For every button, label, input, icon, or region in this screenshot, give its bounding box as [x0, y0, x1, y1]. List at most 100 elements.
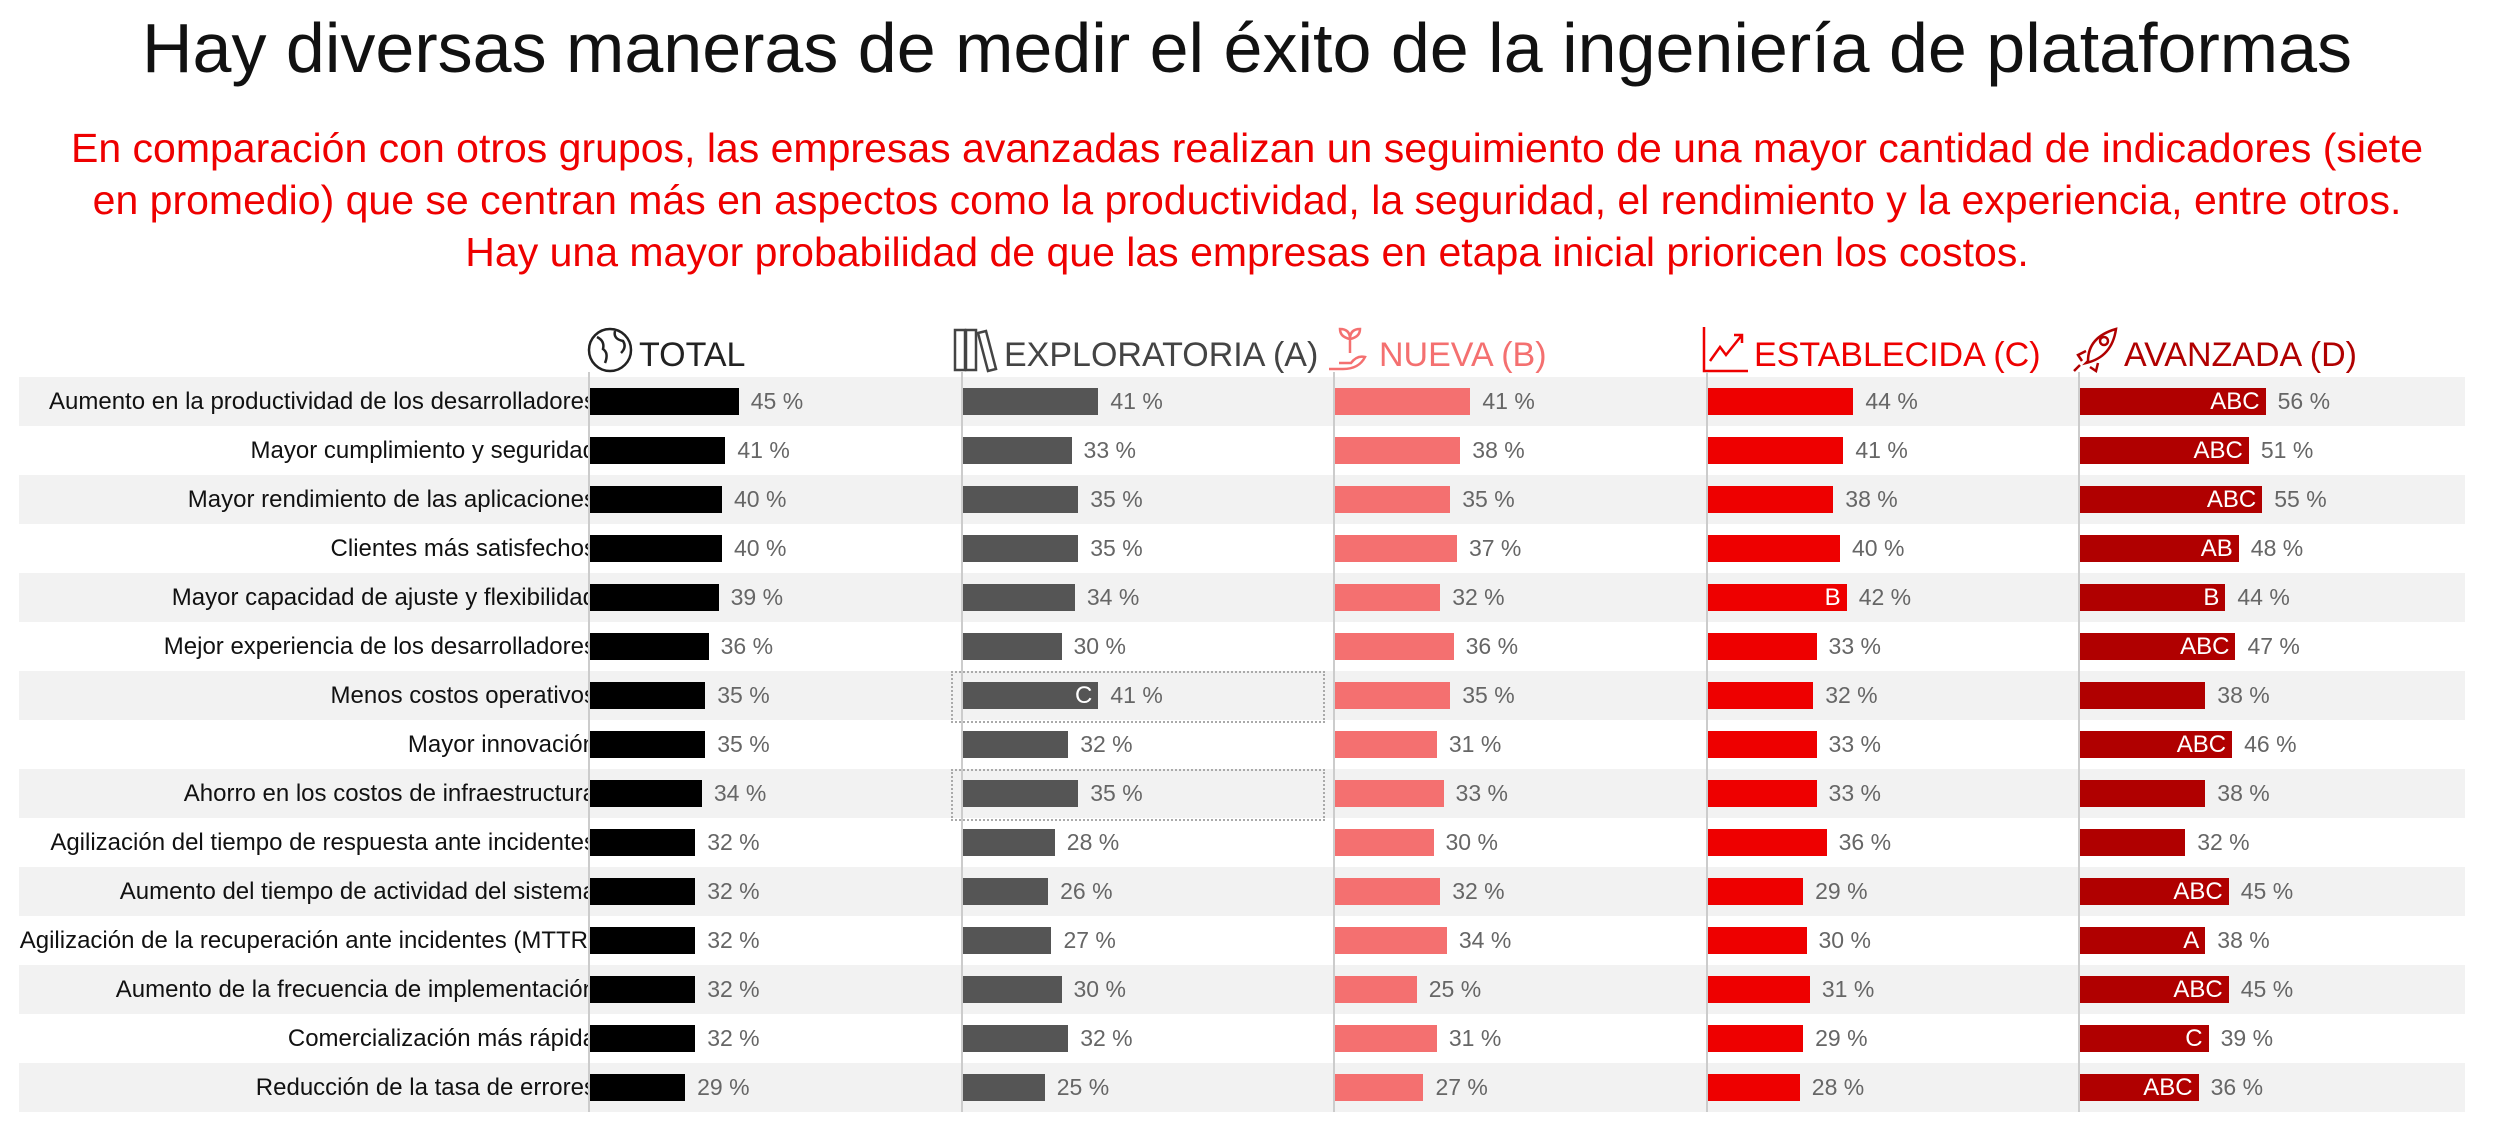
data-label: 32 % [707, 1025, 760, 1051]
column-header: TOTAL [585, 325, 745, 375]
bar [961, 486, 1079, 513]
data-label: 27 % [1063, 927, 1116, 953]
bar [961, 878, 1049, 905]
data-label: 29 % [1815, 1025, 1868, 1051]
bar [961, 780, 1079, 807]
column-header: AVANZADA (D) [2070, 325, 2357, 375]
category-label: Mayor innovación [407, 731, 596, 758]
data-label: 36 % [2210, 1074, 2264, 1100]
data-label: 35 % [1090, 486, 1143, 512]
column-header-label: TOTAL [639, 336, 746, 374]
category-label: Comercialización más rápida [287, 1025, 596, 1052]
bar [588, 780, 702, 807]
data-label: 35 % [1090, 535, 1143, 561]
chart-title: Hay diversas maneras de medir el éxito d… [141, 9, 2353, 87]
chart-rows: Aumento en la productividad de los desar… [19, 377, 2465, 1112]
data-label: 26 % [1060, 878, 1113, 904]
bar [588, 437, 726, 464]
bar [961, 437, 1072, 464]
table-row: Clientes más satisfechos 40 % 35 % 37 % 40 %… [19, 524, 2465, 573]
category-label: Agilización del tiempo de respuesta ante… [50, 829, 596, 856]
highlight-box [951, 671, 1325, 723]
data-label: 27 % [1435, 1074, 1488, 1100]
bar [1706, 976, 1810, 1003]
data-label: 41 % [737, 437, 790, 463]
bar [588, 1074, 686, 1101]
table-row: Agilización de la recuperación ante inci… [19, 916, 2465, 965]
column-axis-line [1333, 372, 1335, 1112]
data-label: 32 % [707, 878, 760, 904]
bar [1706, 388, 1854, 415]
category-label: Menos costos operativos [330, 682, 596, 709]
column-header-label: NUEVA (B) [1379, 336, 1547, 374]
data-label: 45 % [2240, 878, 2294, 904]
bar: ABC [2078, 878, 2229, 905]
category-label: Mayor capacidad de ajuste y flexibilidad [171, 584, 596, 611]
table-row: Mayor cumplimiento y seguridad 41 % 33 % 38… [19, 426, 2465, 475]
data-label: 33 % [1828, 633, 1881, 659]
globe-icon [587, 327, 633, 373]
data-label: 32 % [707, 976, 760, 1002]
bar [1706, 878, 1804, 905]
bar [961, 731, 1069, 758]
data-label: 31 % [1448, 731, 1502, 757]
category-label: Mayor rendimiento de las aplicaciones [187, 486, 596, 513]
data-label: 41 % [1482, 388, 1535, 414]
data-label: 45 % [2240, 976, 2294, 1002]
bar [1333, 976, 1417, 1003]
bar: B [1706, 584, 1847, 611]
data-label: 38 % [2217, 682, 2270, 708]
data-label: 39 % [2220, 1025, 2274, 1051]
bar [2078, 682, 2206, 709]
subtitle-line: En comparación con otros grupos, las emp… [70, 125, 2423, 171]
data-label: 48 % [2250, 535, 2304, 561]
table-row: Mayor rendimiento de las aplicaciones 40 … [19, 475, 2465, 524]
bar: C [2078, 1025, 2209, 1052]
data-label: 36 % [1838, 829, 1892, 855]
data-label: 35 % [717, 731, 770, 757]
data-label: 35 % [1090, 780, 1143, 806]
column-axis-line [1706, 372, 1708, 1112]
bar [1706, 731, 1817, 758]
data-label: 35 % [1462, 486, 1515, 512]
bar [1333, 1074, 1424, 1101]
table-row: Reducción de la tasa de errores 29 % 25 % 2… [19, 1063, 2465, 1112]
bar [588, 1025, 696, 1052]
bar [1333, 829, 1434, 856]
column-header-label: EXPLORATORIA (A) [1004, 336, 1319, 374]
table-row: Aumento del tiempo de actividad del sist… [19, 867, 2465, 916]
bar [588, 633, 709, 660]
data-label: 31 % [1448, 1025, 1502, 1051]
data-label: 41 % [1110, 388, 1163, 414]
bar [961, 1074, 1045, 1101]
data-label: 34 % [1086, 584, 1140, 610]
data-label: 34 % [1458, 927, 1512, 953]
column-axis-line [961, 372, 963, 1112]
bar [1706, 682, 1814, 709]
data-label: 45 % [750, 388, 804, 414]
data-label: 44 % [2237, 584, 2290, 610]
column-header: NUEVA (B) [1325, 325, 1547, 375]
data-label: 47 % [2247, 633, 2300, 659]
bar [2078, 780, 2206, 807]
bar [1333, 535, 1457, 562]
bar [1333, 780, 1444, 807]
subtitle-line: Hay una mayor probabilidad de que las em… [465, 229, 2029, 275]
bar [1706, 927, 1807, 954]
bar [1706, 437, 1844, 464]
table-row: Mejor experiencia de los desarrolladores… [19, 622, 2465, 671]
bar [1333, 388, 1471, 415]
bar: ABC [2078, 437, 2249, 464]
data-label: 30 % [1818, 927, 1871, 953]
data-label: 32 % [2197, 829, 2250, 855]
bar [1706, 780, 1817, 807]
bar [1333, 633, 1454, 660]
bar [961, 1025, 1069, 1052]
bar [588, 878, 696, 905]
table-row: Ahorro en los costos de infraestructura 3… [19, 769, 2465, 821]
bar: ABC [2078, 1074, 2199, 1101]
data-label: 55 % [2274, 486, 2327, 512]
data-label: 41 % [1855, 437, 1908, 463]
bar [588, 731, 706, 758]
table-row: Agilización del tiempo de respuesta ante… [19, 818, 2465, 867]
